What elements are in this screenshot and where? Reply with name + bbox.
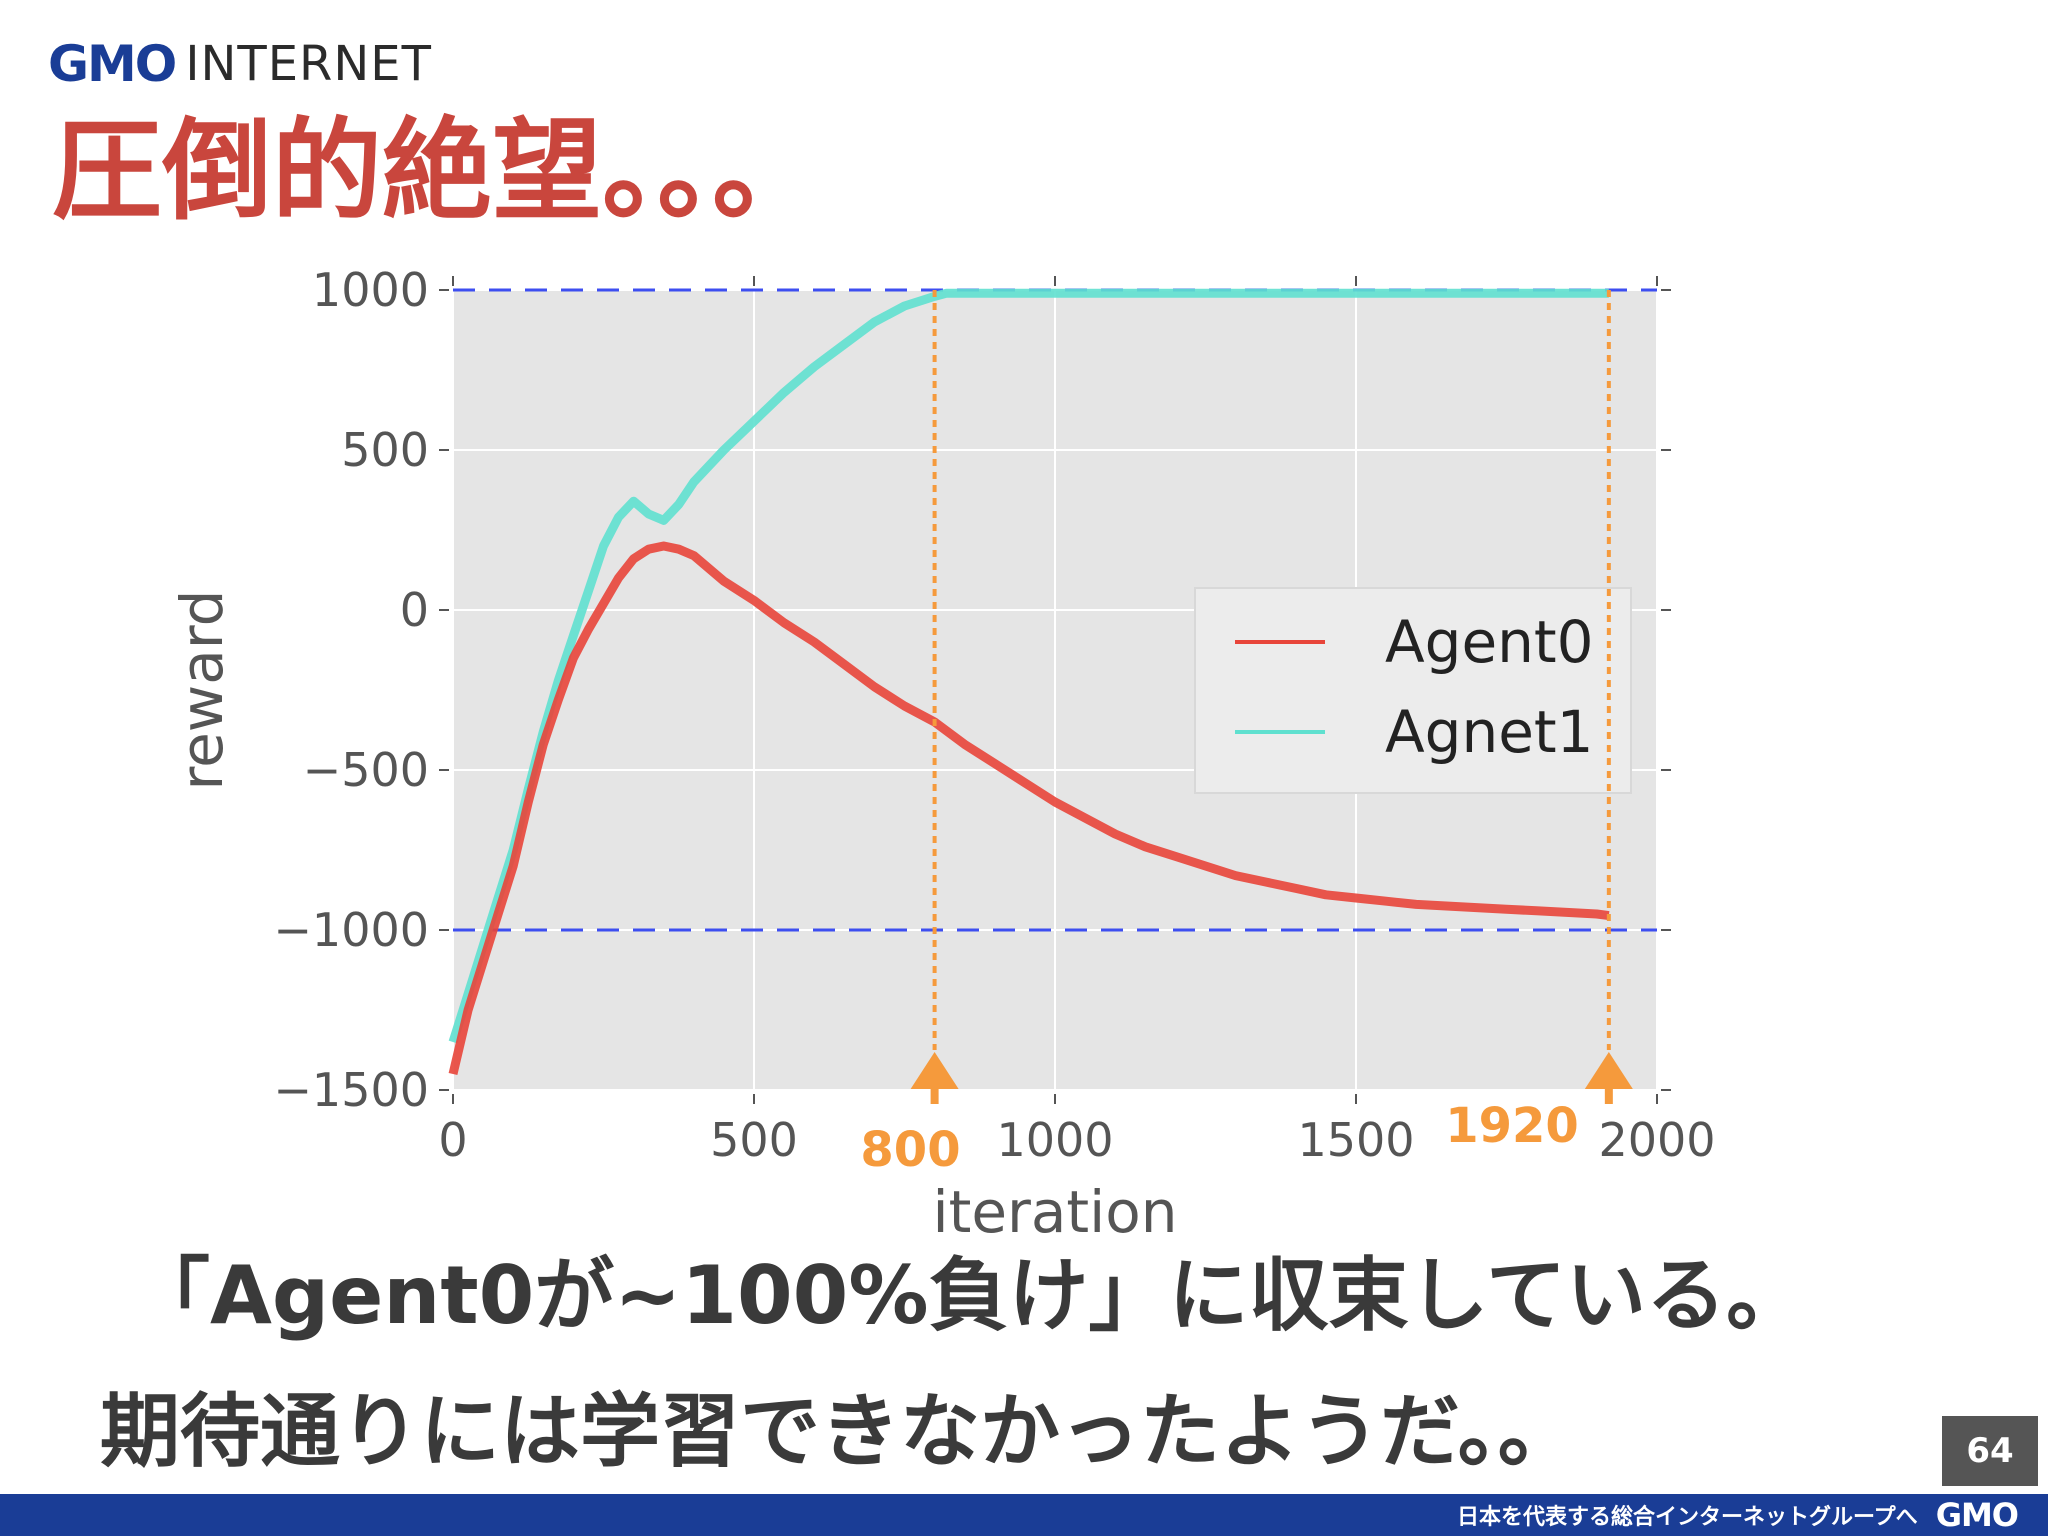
reward-chart: 0 500 1000 1500 2000 1000 500 0 −500 −1000 −1500 it… xyxy=(168,263,1716,1246)
caption-line-1: 「Agent0が~100%負け」に収束している。 xyxy=(130,1249,1807,1342)
legend-box xyxy=(1194,587,1632,794)
x-tick-label: 500 xyxy=(710,1113,798,1167)
logo-internet-text: INTERNET xyxy=(185,36,432,92)
annotation-label: 1920 xyxy=(1445,1098,1579,1154)
caption-line-2: 期待通りには学習できなかったようだ。。 xyxy=(100,1385,1578,1478)
y-tick-label: −500 xyxy=(303,743,429,797)
annotation-arrow xyxy=(1584,1052,1633,1089)
y-axis-label: reward xyxy=(168,590,236,791)
y-tick-label: 0 xyxy=(400,583,429,637)
y-tick-label: −1000 xyxy=(273,903,429,957)
legend-label: Agent0 xyxy=(1385,608,1594,676)
x-axis-label: iteration xyxy=(932,1178,1177,1246)
gmo-internet-logo: GMO INTERNET xyxy=(48,35,432,93)
y-tick-label: 500 xyxy=(341,423,429,477)
series-line-agnet1 xyxy=(448,288,1609,1044)
y-tick-label: 1000 xyxy=(312,263,429,317)
annotation-arrow-stem xyxy=(1604,1078,1613,1104)
x-tick-label: 1000 xyxy=(996,1113,1113,1167)
footer-gmo-logo: GMO xyxy=(1935,1496,2019,1534)
y-tick-label: −1500 xyxy=(273,1063,429,1117)
page-number: 64 xyxy=(1942,1416,2038,1486)
footer-tagline: 日本を代表する総合インターネットグループへ xyxy=(1457,1505,1918,1530)
annotation-label: 800 xyxy=(860,1122,960,1178)
series-line-agent0 xyxy=(448,541,1610,1076)
logo-gmo-text: GMO xyxy=(48,35,177,93)
annotation-arrow-stem xyxy=(930,1078,939,1104)
x-tick-label: 1500 xyxy=(1297,1113,1414,1167)
x-tick-label: 0 xyxy=(438,1113,467,1167)
annotation-arrow xyxy=(910,1052,959,1089)
legend-label: Agnet1 xyxy=(1385,698,1594,766)
slide-title: 圧倒的絶望。。。 xyxy=(52,107,822,235)
footer-bar: 日本を代表する総合インターネットグループへ GMO xyxy=(0,1494,2048,1536)
x-tick-label: 2000 xyxy=(1598,1113,1715,1167)
